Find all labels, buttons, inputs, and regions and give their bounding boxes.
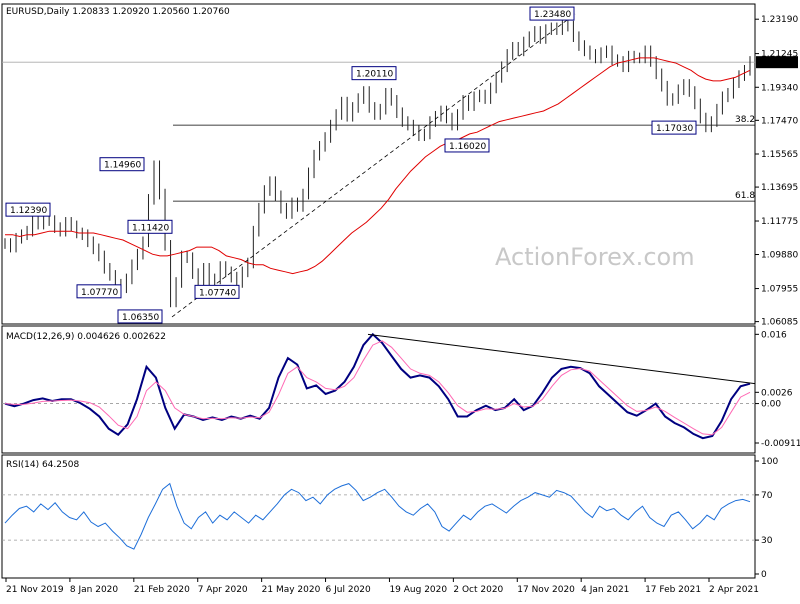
price-y-tick-label: 1.06085 [761,318,798,328]
macd-line [4,332,751,440]
price-annotation-box [117,309,163,324]
price-annotation-label: 1.16020 [449,142,486,152]
price-panel-title: EURUSD,Daily 1.20833 1.20920 1.20560 1.2… [6,7,230,17]
fib-level-label: 38.2 [735,115,755,125]
price-y-tick-label: 1.21245 [761,50,798,60]
price-y-tick-label: 1.23190 [761,15,798,25]
macd-panel-title: MACD(12,26,9) 0.004626 0.002622 [6,332,166,342]
macd-y-tick-label: 0.0026 [761,388,793,398]
price-y-tick-label: 1.07955 [761,285,798,295]
price-annotation-box [76,284,122,299]
rsi-y-tick-label: 70 [761,491,773,501]
current-price-label: 1.20760 [759,58,796,68]
price-annotation-box [529,6,575,21]
x-axis-tick-label: 17 Feb 2021 [645,585,701,595]
price-annotation-label: 1.14960 [104,161,141,171]
watermark: ActionForex.com [495,243,695,271]
price-trendline [171,13,576,318]
fib-level-label: 61.8 [735,191,755,201]
current-price-tag [756,56,798,69]
price-annotation-box [444,138,490,153]
price-panel-frame [1,3,756,325]
price-annotation-label: 1.12390 [10,206,47,216]
rsi-y-tick-label: 0 [761,570,767,580]
price-annotation-label: 1.06350 [122,313,159,323]
price-annotation-label: 1.07740 [199,288,236,298]
rsi-panel-frame [1,454,756,579]
price-y-tick-label: 1.19340 [761,83,798,93]
macd-y-tick-label: -0.009116 [761,439,800,449]
price-annotation-label: 1.23480 [534,10,571,20]
price-y-tick-label: 1.11775 [761,217,798,227]
x-axis-tick-label: 2 Oct 2020 [453,585,503,595]
rsi-y-tick-label: 30 [761,536,773,546]
x-axis-tick-label: 8 Jan 2020 [70,585,118,595]
price-y-tick-label: 1.09880 [761,251,798,261]
price-y-tick-label: 1.15565 [761,150,798,160]
price-annotation-label: 1.11420 [132,223,169,233]
x-axis-tick-label: 21 May 2020 [262,585,321,595]
macd-panel-frame [1,325,756,454]
price-annotation-box [351,66,397,81]
price-annotation-box [194,284,240,299]
price-y-tick-label: 1.13695 [761,183,798,193]
macd-trendline [367,333,756,385]
price-annotation-label: 1.17030 [656,124,693,134]
x-axis-tick-label: 17 Nov 2020 [517,585,575,595]
x-axis-tick-label: 21 Feb 2020 [134,585,190,595]
x-axis-tick-label: 2 Apr 2021 [709,585,759,595]
rsi-panel-title: RSI(14) 64.2508 [6,460,79,470]
price-annotation-box [5,202,51,217]
x-axis-tick-label: 6 Jul 2020 [326,585,371,595]
price-annotation-box [127,219,173,234]
x-axis-tick-label: 7 Apr 2020 [198,585,248,595]
price-annotation-label: 1.20110 [356,70,393,80]
price-annotation-label: 1.07770 [81,288,118,298]
x-axis-tick-label: 4 Jan 2021 [581,585,629,595]
macd-signal-line [4,340,751,436]
rsi-y-tick-label: 100 [761,457,778,467]
price-y-tick-label: 1.17470 [761,116,798,126]
price-annotation-box [651,120,697,135]
price-annotation-box [99,157,145,172]
moving-average-line [5,57,751,275]
macd-y-tick-label: 0.016 [761,330,787,340]
x-axis-tick-label: 21 Nov 2019 [6,585,64,595]
rsi-line [4,482,751,550]
macd-y-tick-label: 0.00 [761,400,781,410]
x-axis-tick-label: 19 Aug 2020 [389,585,447,595]
